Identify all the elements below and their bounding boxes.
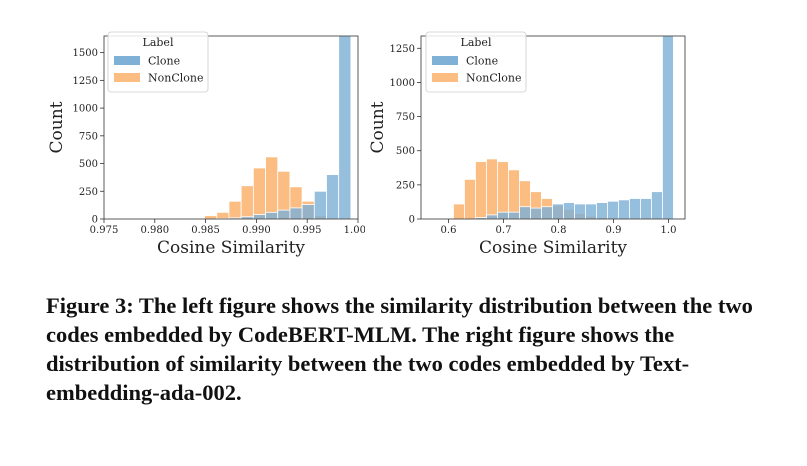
bar-clone-19 [338,35,352,220]
x-tick-label: 0.990 [242,225,271,236]
bar-nonclone-11 [240,185,254,220]
bar-clone-10 [563,202,575,220]
bar-clone-15 [289,207,303,220]
y-tick-label: 1250 [73,76,98,87]
bar-nonclone-2 [475,161,487,220]
bar-nonclone-5 [508,169,520,220]
legend-title: Label [461,36,492,49]
bar-nonclone-8 [204,215,218,220]
y-tick-label: 750 [79,131,98,142]
x-tick-label: 1.000 [344,225,365,236]
bar-clone-14 [277,209,291,220]
bar-clone-12 [252,214,266,220]
bar-clone-16 [629,198,641,220]
y-tick-label: 0 [92,215,98,226]
y-tick-label: 750 [396,112,415,123]
bar-clone-13 [596,202,608,220]
y-tick-label: 1250 [390,44,415,55]
x-tick-label: 0.8 [551,225,567,236]
x-tick-label: 0.995 [293,225,322,236]
bar-clone-7 [530,207,542,220]
x-tick-label: 1.0 [661,225,677,236]
x-axis-label: Cosine Similarity [157,238,305,258]
bar-nonclone-0 [453,203,465,220]
x-tick-label: 0.6 [441,225,457,236]
y-tick-label: 0 [409,215,415,226]
y-axis-label: Count [47,101,67,153]
legend-entry-nonclone: NonClone [148,72,203,85]
bar-clone-16 [301,204,315,220]
axes-frame [103,35,359,220]
y-axis-label: Count [368,101,388,153]
bar-nonclone-3 [486,158,498,220]
bar-nonclone-9 [216,211,230,220]
legend-entry-clone: Clone [466,55,498,68]
bar-clone-5 [508,211,520,220]
figure-caption: Figure 3: The left figure shows the simi… [46,293,753,405]
bar-clone-12 [585,203,597,220]
legend-swatch-clone [114,56,140,65]
right-histogram: 0.6 0.7 0.8 0.9 1.0 0 250 500 750 1000 1250 Cosine … [368,31,686,258]
bar-clone-9 [552,203,564,220]
x-axis-label: Cosine Similarity [479,238,627,258]
legend-entry-nonclone: NonClone [466,72,521,85]
bar-nonclone-10 [228,200,242,220]
bar-clone-6 [519,206,531,220]
legend-swatch-clone [432,56,458,65]
legend-swatch-nonclone [114,73,140,82]
legend-swatch-nonclone [432,73,458,82]
bar-clone-19 [662,35,674,220]
bar-clone-17 [313,190,327,220]
bar-clone-13 [265,211,279,220]
y-tick-label: 250 [79,187,98,198]
axes-frame [420,35,686,220]
y-tick-label: 1000 [73,104,98,115]
left-histogram: 0.975 0.980 0.985 0.990 0.995 1.000 0 250 500 750… [47,31,365,258]
legend-title: Label [143,36,174,49]
bar-clone-4 [497,211,509,220]
bar-clone-3 [486,214,498,220]
bar-clone-8 [541,206,553,220]
x-tick-label: 0.9 [606,225,622,236]
y-tick-label: 250 [396,180,415,191]
bar-clone-15 [618,199,630,220]
y-tick-label: 500 [396,146,415,157]
bar-nonclone-13 [265,156,279,220]
y-tick-label: 1000 [390,78,415,89]
x-tick-label: 0.980 [140,225,169,236]
x-tick-label: 0.975 [90,225,119,236]
y-tick-label: 500 [79,159,98,170]
bar-clone-18 [651,191,663,220]
bar-clone-17 [640,198,652,220]
legend-entry-clone: Clone [148,55,180,68]
bar-clone-18 [326,174,340,220]
bar-clone-11 [574,203,586,220]
bar-nonclone-12 [252,167,266,220]
bar-clone-14 [607,200,619,220]
bar-nonclone-4 [497,161,509,220]
x-tick-label: 0.985 [191,225,220,236]
bar-nonclone-1 [464,178,476,220]
y-tick-label: 1500 [73,48,98,59]
x-tick-label: 0.7 [496,225,512,236]
